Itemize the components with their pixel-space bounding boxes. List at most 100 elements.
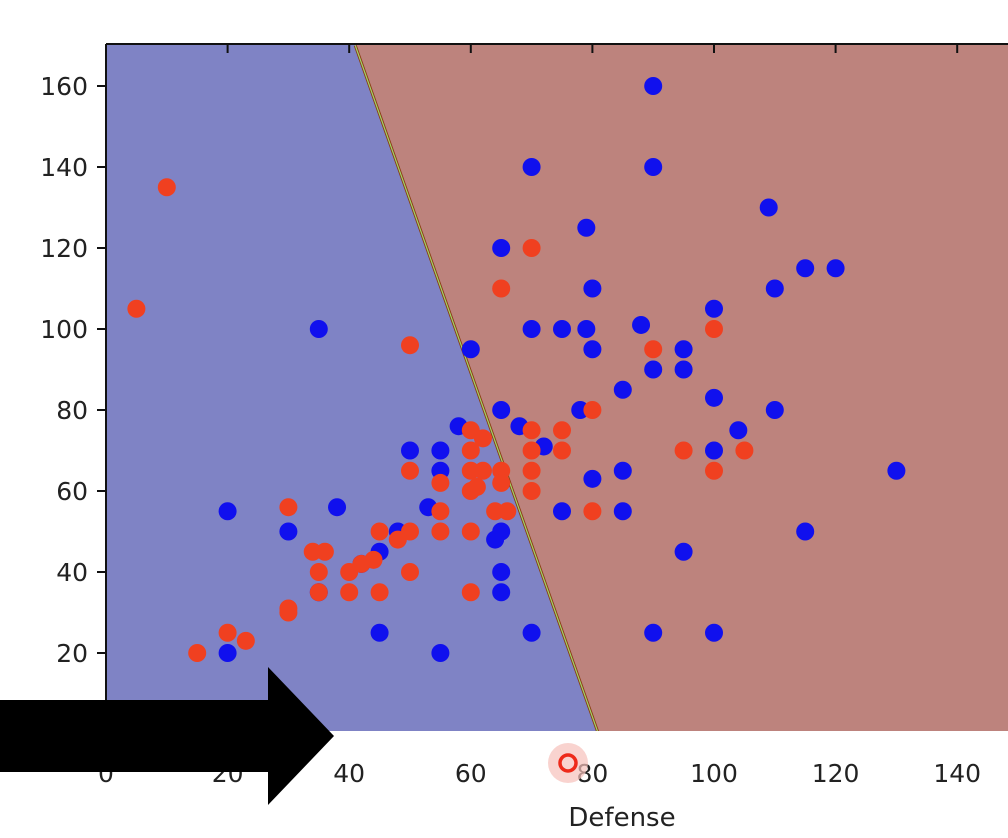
point-s1-52: [188, 644, 207, 662]
point-s1-47: [370, 583, 389, 602]
point-s0-17: [583, 340, 602, 359]
x-tick-label-40: 40: [333, 759, 365, 788]
point-s1-7: [583, 401, 602, 419]
region-left: [106, 44, 599, 731]
point-s1-3: [127, 299, 146, 318]
point-s0-6: [796, 259, 815, 278]
point-s0-55: [644, 623, 663, 642]
point-s0-19: [644, 360, 663, 379]
point-s0-35: [887, 461, 906, 480]
y-tick-label-140: 140: [40, 153, 88, 182]
point-s1-19: [473, 461, 492, 480]
region-right: [355, 44, 1008, 731]
y-tick-label-100: 100: [40, 315, 88, 344]
point-s0-12: [522, 320, 541, 338]
point-s0-39: [218, 502, 237, 521]
point-s1-1: [522, 239, 541, 257]
point-s0-42: [279, 522, 298, 541]
y-tick-label-80: 80: [56, 396, 88, 425]
cursor-ring-icon: [558, 753, 578, 773]
x-tick-label-140: 140: [933, 759, 981, 788]
point-s1-46: [340, 583, 359, 602]
point-s1-35: [431, 522, 450, 541]
point-s0-14: [577, 320, 596, 338]
point-s1-43: [309, 563, 328, 581]
point-s0-16: [461, 340, 480, 359]
point-s1-53: [279, 599, 298, 618]
point-s1-51: [236, 631, 255, 650]
point-s1-24: [492, 473, 511, 492]
point-s0-34: [613, 461, 632, 480]
arrow-icon: [0, 667, 334, 805]
point-s0-13: [553, 320, 571, 338]
point-s0-58: [431, 644, 450, 662]
point-s1-11: [473, 429, 492, 448]
data-points: [127, 77, 906, 662]
point-s1-42: [340, 563, 359, 581]
point-s1-37: [388, 530, 407, 549]
point-s1-45: [309, 583, 328, 602]
y-tick-label-160: 160: [40, 72, 88, 101]
point-s0-56: [705, 623, 723, 642]
point-s0-32: [705, 441, 723, 460]
point-s1-14: [553, 441, 571, 460]
point-s1-36: [461, 522, 480, 541]
point-s0-38: [328, 498, 347, 517]
y-tick-label-40: 40: [56, 558, 88, 587]
y-tick-label-60: 60: [56, 477, 88, 506]
point-s1-4: [705, 320, 723, 338]
point-s1-44: [401, 563, 419, 581]
x-tick-label-100: 100: [690, 759, 738, 788]
point-s0-40: [553, 502, 571, 521]
point-s1-28: [279, 498, 298, 517]
point-s0-20: [674, 360, 693, 379]
point-s0-5: [492, 239, 511, 257]
point-s0-52: [492, 583, 511, 602]
point-s0-45: [486, 530, 505, 549]
point-s0-1: [522, 158, 541, 176]
point-s1-39: [315, 542, 334, 561]
point-s1-50: [218, 623, 237, 642]
point-s0-30: [401, 441, 419, 460]
point-s0-36: [583, 469, 602, 488]
point-s0-8: [583, 279, 602, 298]
point-s1-12: [461, 441, 480, 460]
point-s0-50: [492, 563, 511, 581]
point-s0-28: [729, 421, 748, 440]
point-s0-57: [218, 644, 237, 662]
point-s1-6: [644, 340, 663, 359]
point-s0-31: [431, 441, 450, 460]
point-s1-2: [492, 279, 511, 298]
point-s1-26: [522, 482, 541, 500]
point-s1-31: [498, 502, 517, 521]
point-s0-18: [674, 340, 693, 359]
point-s0-53: [370, 623, 389, 642]
point-s1-23: [431, 473, 450, 492]
point-s0-54: [522, 623, 541, 642]
point-s1-16: [735, 441, 754, 460]
point-s0-41: [613, 502, 632, 521]
y-tick-label-20: 20: [56, 639, 88, 668]
point-s1-10: [553, 421, 571, 440]
x-axis-title: Defense: [568, 803, 675, 833]
point-s0-2: [644, 158, 663, 176]
point-s1-15: [674, 441, 693, 460]
point-s0-0: [644, 77, 663, 95]
point-s1-0: [157, 178, 176, 197]
x-tick-label-120: 120: [812, 759, 860, 788]
y-tick-label-120: 120: [40, 234, 88, 263]
point-s1-33: [370, 522, 389, 541]
x-tick-label-60: 60: [455, 759, 487, 788]
point-s1-48: [461, 583, 480, 602]
point-s1-13: [522, 441, 541, 460]
point-s0-9: [765, 279, 784, 298]
point-s0-22: [705, 388, 723, 407]
arrow-overlay: [0, 667, 334, 805]
point-s1-9: [522, 421, 541, 440]
point-s0-21: [613, 380, 632, 399]
point-s0-48: [674, 542, 693, 561]
point-s1-32: [583, 502, 602, 521]
point-s0-15: [632, 315, 651, 334]
point-s1-27: [467, 477, 486, 496]
